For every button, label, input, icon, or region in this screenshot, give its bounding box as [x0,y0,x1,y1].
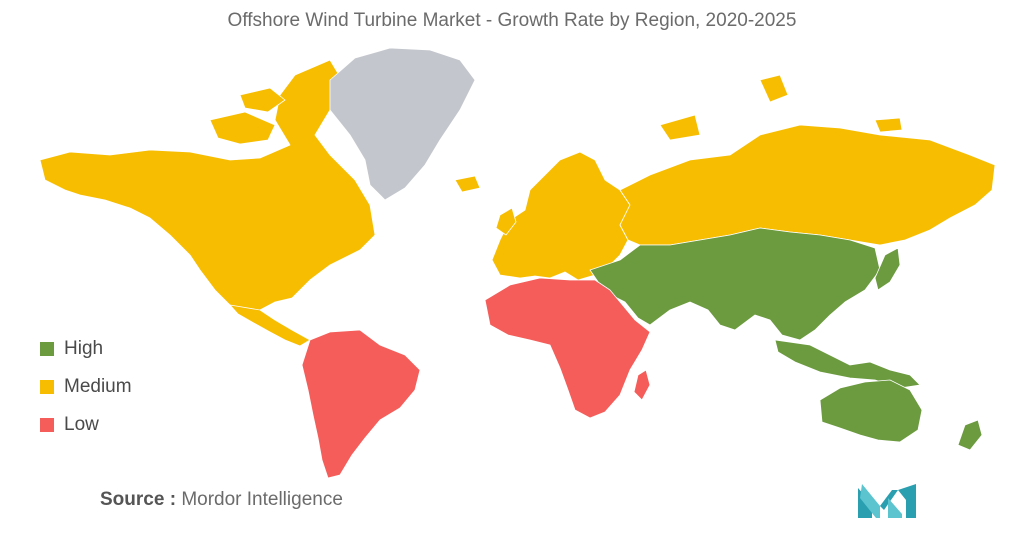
region-africa [484,277,651,419]
region-madagascar [633,369,651,401]
mordor-intelligence-logo-icon [858,484,916,518]
region-central-america [229,304,311,347]
legend-item-low: Low [40,406,132,444]
legend-label-medium: Medium [64,376,132,397]
legend-swatch-high [40,342,54,356]
legend-swatch-low [40,418,54,432]
legend-item-medium: Medium [40,368,132,406]
legend-swatch-medium [40,380,54,394]
source-text: Source : Mordor Intelligence [100,489,343,511]
world-map [39,47,996,479]
region-canada-islands [209,87,286,145]
region-asia-pacific [589,227,881,341]
legend: High Medium Low [40,330,132,444]
legend-label-low: Low [64,414,99,435]
region-southeast-asia [774,339,921,389]
region-australia [819,379,923,443]
region-new-zealand [957,419,983,451]
region-iceland-uk [454,175,517,236]
region-north-america [39,59,376,316]
map-title: Offshore Wind Turbine Market - Growth Ra… [227,10,797,31]
source-value: Mordor Intelligence [181,489,343,510]
legend-item-high: High [40,330,132,368]
region-japan [874,247,901,291]
region-russia [619,124,996,246]
region-south-america [301,329,421,479]
legend-label-high: High [64,338,104,359]
region-greenland [329,47,476,201]
region-arctic-islands [659,74,903,141]
source-label: Source : [100,489,177,510]
